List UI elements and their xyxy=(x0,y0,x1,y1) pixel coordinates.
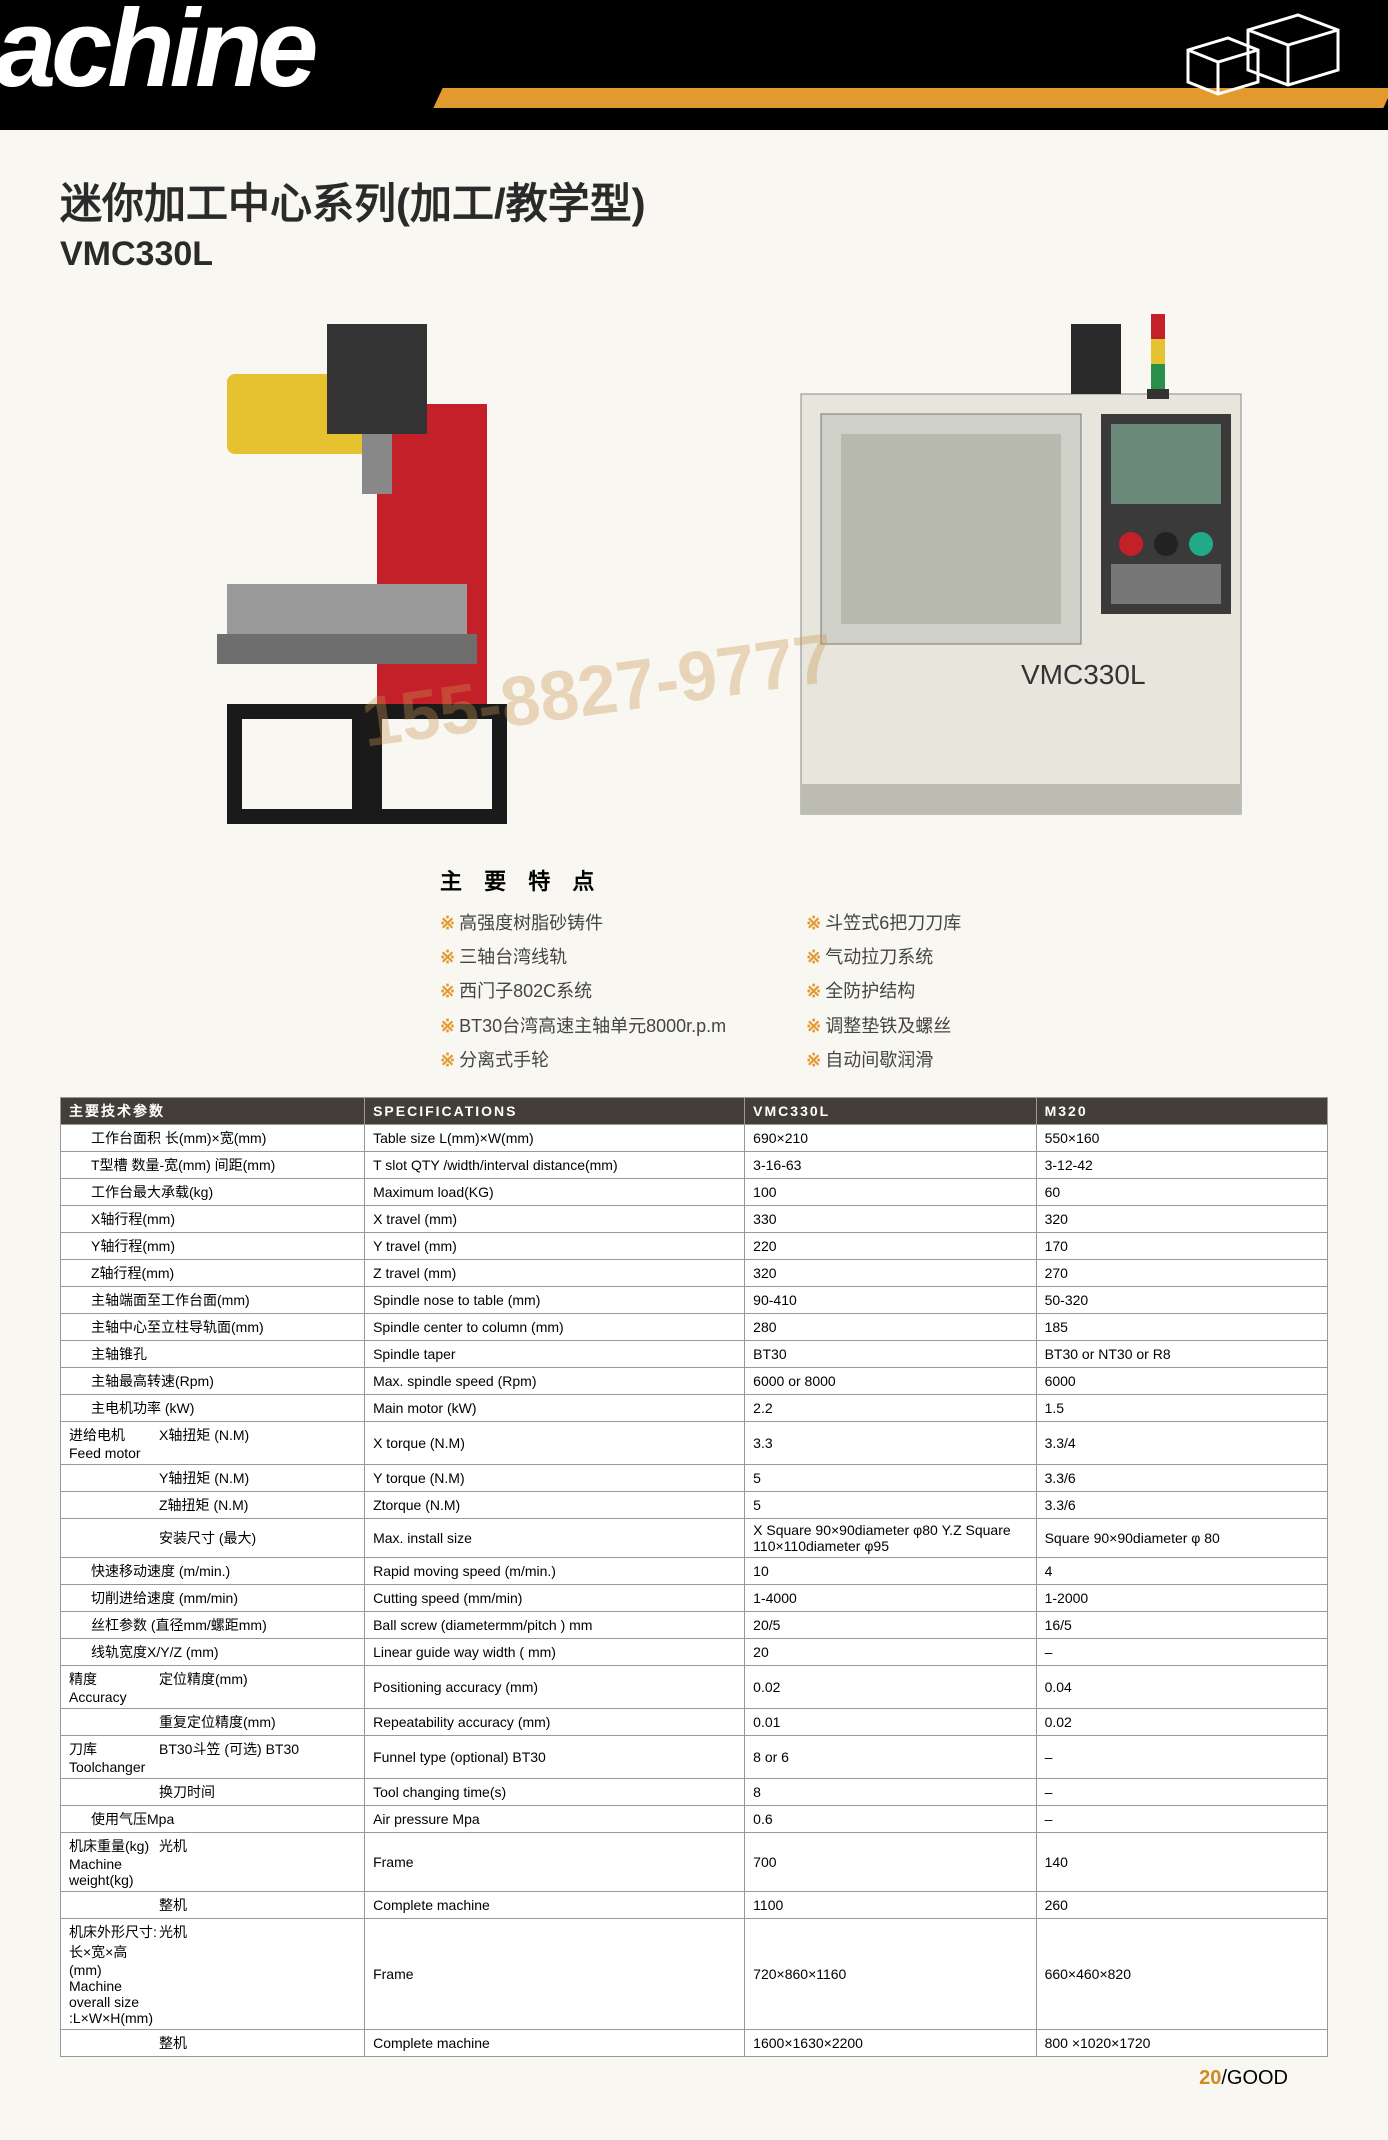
feature-row: ※全防护结构 xyxy=(806,974,961,1008)
table-row: X轴行程(mm)X travel (mm)330320 xyxy=(61,1205,1328,1232)
feature-item: 高强度树脂砂铸件 xyxy=(459,913,603,933)
table-row: 整机Complete machine1100260 xyxy=(61,1891,1328,1918)
table-row: Z轴行程(mm)Z travel (mm)320270 xyxy=(61,1259,1328,1286)
table-row: 工作台面积 长(mm)×宽(mm)Table size L(mm)×W(mm)6… xyxy=(61,1124,1328,1151)
th-model-a: VMC330L xyxy=(745,1097,1036,1124)
table-row: 主电机功率 (kW)Main motor (kW)2.21.5 xyxy=(61,1394,1328,1421)
header-bar: achine xyxy=(0,0,1388,130)
feature-row: ※调整垫铁及螺丝 xyxy=(806,1009,961,1043)
header-word: achine xyxy=(0,0,313,112)
feature-row: ※斗笠式6把刀刀库 xyxy=(806,906,961,940)
feature-row: ※高强度树脂砂铸件 xyxy=(440,906,726,940)
table-row: 主轴锥孔Spindle taperBT30BT30 or NT30 or R8 xyxy=(61,1340,1328,1367)
feature-item: BT30台湾高速主轴单元8000r.p.m xyxy=(459,1016,726,1036)
feature-item: 调整垫铁及螺丝 xyxy=(825,1016,951,1036)
page-title-cn: 迷你加工中心系列(加工/教学型) xyxy=(60,170,1328,231)
table-row: 精度Accuracy定位精度(mm)Positioning accuracy (… xyxy=(61,1665,1328,1708)
machine-image-right: VMC330L xyxy=(714,284,1328,844)
feature-item: 斗笠式6把刀刀库 xyxy=(825,913,961,933)
feature-row: ※气动拉刀系统 xyxy=(806,940,961,974)
feature-item: 西门子802C系统 xyxy=(459,981,592,1001)
feature-bullet-icon: ※ xyxy=(806,1016,821,1036)
table-row: 线轨宽度X/Y/Z (mm)Linear guide way width ( m… xyxy=(61,1638,1328,1665)
table-row: 主轴中心至立柱导轨面(mm)Spindle center to column (… xyxy=(61,1313,1328,1340)
feature-item: 自动间歇润滑 xyxy=(825,1050,933,1070)
feature-row: ※BT30台湾高速主轴单元8000r.p.m xyxy=(440,1009,726,1043)
table-head-row: 主要技术参数 SPECIFICATIONS VMC330L M320 xyxy=(61,1097,1328,1124)
feature-bullet-icon: ※ xyxy=(806,947,821,967)
model-number: VMC330L xyxy=(60,235,1328,274)
table-row: 刀库ToolchangerBT30斗笠 (可选) BT30Funnel type… xyxy=(61,1735,1328,1778)
feature-bullet-icon: ※ xyxy=(806,1050,821,1070)
feature-item: 分离式手轮 xyxy=(459,1050,549,1070)
table-row: Y轴行程(mm)Y travel (mm)220170 xyxy=(61,1232,1328,1259)
feature-bullet-icon: ※ xyxy=(806,981,821,1001)
page-footer: 20/GOOD xyxy=(60,2057,1328,2120)
table-row: T型槽 数量-宽(mm) 间距(mm)T slot QTY /width/int… xyxy=(61,1151,1328,1178)
table-row: Y轴扭矩 (N.M)Y torque (N.M)53.3/6 xyxy=(61,1464,1328,1491)
footer-page-num: 20 xyxy=(1199,2067,1221,2089)
features-heading: 主 要 特 点 xyxy=(440,864,726,896)
table-row: 切削进给速度 (mm/min)Cutting speed (mm/min)1-4… xyxy=(61,1584,1328,1611)
feature-row: ※分离式手轮 xyxy=(440,1043,726,1077)
feature-row: ※三轴台湾线轨 xyxy=(440,940,726,974)
feature-bullet-icon: ※ xyxy=(440,981,455,1001)
feature-item: 三轴台湾线轨 xyxy=(459,947,567,967)
machine-image-left xyxy=(60,284,674,844)
table-row: Z轴扭矩 (N.M)Ztorque (N.M)53.3/6 xyxy=(61,1491,1328,1518)
table-row: 机床重量(kg)Machine weight(kg)光机Frame700140 xyxy=(61,1832,1328,1891)
feature-row: ※西门子802C系统 xyxy=(440,974,726,1008)
header-cube-graphic xyxy=(1098,10,1358,110)
table-row: 丝杠参数 (直径mm/螺距mm)Ball screw (diametermm/p… xyxy=(61,1611,1328,1638)
feature-row: ※自动间歇润滑 xyxy=(806,1043,961,1077)
table-row: 主轴最高转速(Rpm)Max. spindle speed (Rpm)6000 … xyxy=(61,1367,1328,1394)
table-row: 工作台最大承载(kg)Maximum load(KG)10060 xyxy=(61,1178,1328,1205)
machine-door-label: VMC330L xyxy=(1021,659,1146,690)
th-model-b: M320 xyxy=(1036,1097,1327,1124)
feature-item: 全防护结构 xyxy=(825,981,915,1001)
spec-table: 主要技术参数 SPECIFICATIONS VMC330L M320 工作台面积… xyxy=(60,1097,1328,2057)
feature-bullet-icon: ※ xyxy=(440,1016,455,1036)
th-spec: SPECIFICATIONS xyxy=(365,1097,745,1124)
feature-bullet-icon: ※ xyxy=(440,1050,455,1070)
feature-bullet-icon: ※ xyxy=(806,913,821,933)
table-row: 主轴端面至工作台面(mm)Spindle nose to table (mm)9… xyxy=(61,1286,1328,1313)
features-block: 主 要 特 点 ※高强度树脂砂铸件※三轴台湾线轨※西门子802C系统※BT30台… xyxy=(440,864,1328,1077)
feature-bullet-icon: ※ xyxy=(440,913,455,933)
table-row: 重复定位精度(mm)Repeatability accuracy (mm)0.0… xyxy=(61,1708,1328,1735)
feature-item: 气动拉刀系统 xyxy=(825,947,933,967)
table-row: 换刀时间Tool changing time(s)8– xyxy=(61,1778,1328,1805)
footer-brand: /GOOD xyxy=(1221,2067,1288,2089)
table-row: 整机Complete machine1600×1630×2200800 ×102… xyxy=(61,2029,1328,2056)
table-row: 安装尺寸 (最大)Max. install sizeX Square 90×90… xyxy=(61,1518,1328,1557)
table-row: 使用气压MpaAir pressure Mpa0.6– xyxy=(61,1805,1328,1832)
table-row: 机床外形尺寸:长×宽×高(mm)Machine overall size :L×… xyxy=(61,1918,1328,2029)
th-params: 主要技术参数 xyxy=(61,1097,365,1124)
table-row: 进给电机Feed motorX轴扭矩 (N.M)X torque (N.M)3.… xyxy=(61,1421,1328,1464)
table-row: 快速移动速度 (m/min.)Rapid moving speed (m/min… xyxy=(61,1557,1328,1584)
feature-bullet-icon: ※ xyxy=(440,947,455,967)
